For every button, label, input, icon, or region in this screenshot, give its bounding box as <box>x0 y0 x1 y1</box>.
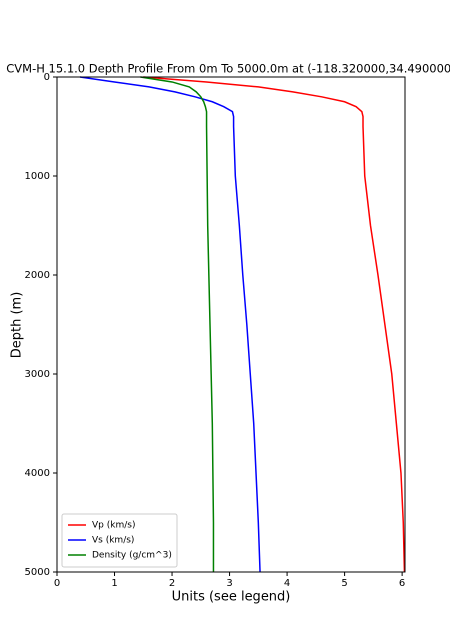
plot-frame <box>56 76 406 573</box>
series-line <box>140 76 215 572</box>
y-tick-label: 1000 <box>25 171 50 182</box>
y-axis-label: Depth (m) <box>10 292 25 359</box>
legend-label: Density (g/cm^3) <box>92 551 172 561</box>
y-tick-label: 0 <box>44 72 50 83</box>
x-tick-label: 3 <box>226 578 232 589</box>
y-tick-label: 3000 <box>25 369 50 380</box>
y-tick-label: 4000 <box>25 468 50 479</box>
legend-box <box>61 513 178 568</box>
series-line <box>79 76 261 573</box>
legend-label: Vp (km/s) <box>92 521 135 531</box>
x-axis-label: Units (see legend) <box>172 590 291 605</box>
x-tick-label: 1 <box>111 578 117 589</box>
x-tick-label: 2 <box>169 578 175 589</box>
legend-label: Vs (km/s) <box>92 536 134 546</box>
x-tick-label: 5 <box>341 578 347 589</box>
y-tick-label: 5000 <box>25 567 50 578</box>
x-tick-label: 4 <box>284 578 290 589</box>
y-tick-label: 2000 <box>25 270 50 281</box>
legend: Vp (km/s) Vs (km/s) Density (g/cm^3) <box>61 513 178 568</box>
chart-title: CVM-H 15.1.0 Depth Profile From 0m To 50… <box>6 62 450 76</box>
x-tick-label: 0 <box>54 578 60 589</box>
series-line <box>143 76 406 573</box>
x-tick-label: 6 <box>399 578 405 589</box>
